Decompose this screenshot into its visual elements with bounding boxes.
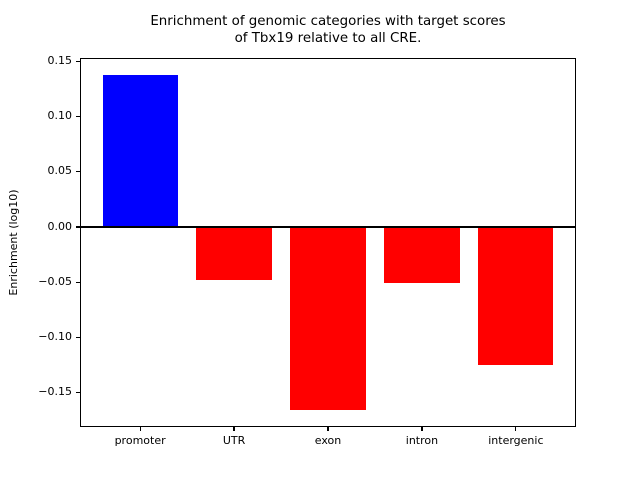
y-tick-label: −0.15 [38,385,72,399]
x-tick [327,427,329,431]
y-tick [76,115,80,118]
zero-line [80,225,576,229]
y-tick [76,226,80,228]
chart-title: Enrichment of genomic categories with ta… [150,14,506,47]
x-tick-label-intergenic: intergenic [488,434,544,447]
y-tick [76,60,80,62]
y-tick-label: 0.10 [47,109,73,123]
y-tick-label: 0.15 [47,53,73,67]
x-tick [233,427,235,431]
y-tick-label: 0.05 [47,164,73,178]
x-tick-label-promoter: promoter [114,434,166,447]
bar-intergenic [478,227,554,366]
y-tick-label: −0.10 [38,330,72,343]
bar-intron [384,227,460,284]
x-tick [515,427,517,431]
x-tick [139,427,141,431]
x-tick-label-exon: exon [314,434,342,447]
y-tick [76,171,80,173]
bar-UTR [196,227,272,281]
bar-exon [290,227,366,411]
bar-promoter [102,74,178,228]
x-tick-label-UTR: UTR [222,434,246,447]
x-tick [421,427,423,431]
y-tick [76,281,80,283]
x-tick-label-intron: intron [405,434,439,447]
y-tick-label: 0.00 [47,219,73,233]
y-tick [76,336,80,339]
y-tick [76,392,80,394]
y-tick-label: −0.05 [38,274,72,288]
